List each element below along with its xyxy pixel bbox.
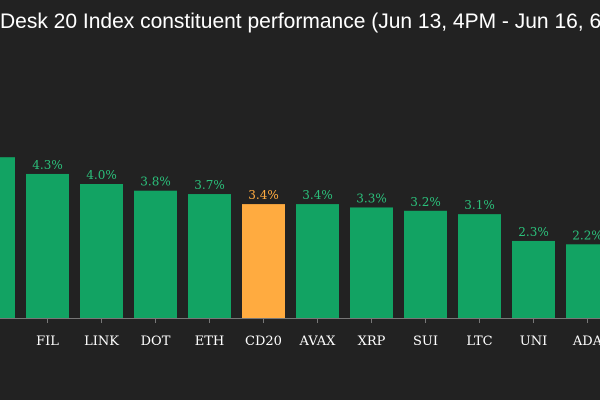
- x-tick-label-cd20: CD20: [245, 334, 282, 349]
- data-label-ada: 2.2%: [572, 228, 600, 242]
- data-label-avax: 3.4%: [302, 188, 333, 202]
- data-label-ltc: 3.1%: [464, 198, 495, 212]
- x-tick-label-ada: ADA: [572, 334, 600, 349]
- bar-fil: [26, 173, 69, 318]
- bar-uni: [512, 240, 555, 318]
- bar-cd20: [242, 204, 285, 318]
- x-tick-label-avax: AVAX: [299, 334, 337, 349]
- bar-eth: [188, 194, 231, 318]
- chart-title: Desk 20 Index constituent performance (J…: [0, 10, 600, 33]
- data-label-eth: 3.7%: [194, 178, 225, 192]
- bar-xrp: [350, 207, 393, 318]
- data-label-link: 4.0%: [86, 168, 117, 182]
- bar-avax: [296, 204, 339, 318]
- bar-h: [0, 157, 15, 318]
- bar-link: [80, 184, 123, 318]
- x-tick-label-eth: ETH: [195, 334, 225, 349]
- data-label-uni: 2.3%: [518, 225, 549, 239]
- x-tick-label-xrp: XRP: [358, 334, 386, 349]
- data-label-xrp: 3.3%: [356, 191, 387, 205]
- bar-ltc: [458, 214, 501, 318]
- x-tick-label-dot: DOT: [141, 334, 171, 349]
- bar-sui: [404, 210, 447, 318]
- data-label-sui: 3.2%: [410, 195, 441, 209]
- x-tick-label-sui: SUI: [413, 334, 438, 349]
- bar-dot: [134, 190, 177, 318]
- data-label-fil: 4.3%: [32, 158, 63, 172]
- bar-ada: [566, 244, 600, 318]
- x-tick-label-fil: FIL: [36, 334, 59, 349]
- data-label-cd20: 3.4%: [248, 188, 279, 202]
- x-tick-label-uni: UNI: [520, 334, 547, 349]
- data-label-dot: 3.8%: [140, 175, 171, 189]
- x-tick-label-ltc: LTC: [466, 334, 492, 349]
- x-tick-label-link: LINK: [84, 334, 119, 349]
